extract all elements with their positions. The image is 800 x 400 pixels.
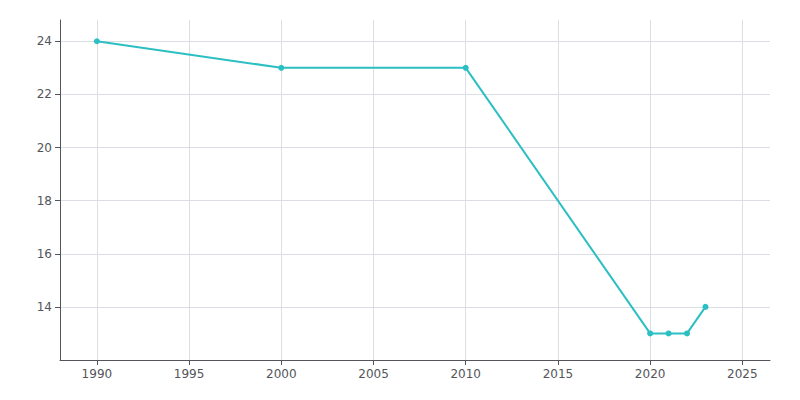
svg-text:22: 22 bbox=[37, 87, 52, 101]
svg-text:2000: 2000 bbox=[266, 367, 297, 381]
svg-text:2015: 2015 bbox=[543, 367, 574, 381]
svg-text:20: 20 bbox=[37, 141, 52, 155]
svg-text:24: 24 bbox=[37, 34, 52, 48]
svg-text:16: 16 bbox=[37, 247, 52, 261]
svg-text:2025: 2025 bbox=[727, 367, 758, 381]
svg-text:2010: 2010 bbox=[450, 367, 481, 381]
svg-text:18: 18 bbox=[37, 194, 52, 208]
svg-text:14: 14 bbox=[37, 300, 52, 314]
svg-text:2020: 2020 bbox=[635, 367, 666, 381]
svg-text:1990: 1990 bbox=[82, 367, 113, 381]
svg-text:1995: 1995 bbox=[174, 367, 205, 381]
svg-text:2005: 2005 bbox=[358, 367, 389, 381]
